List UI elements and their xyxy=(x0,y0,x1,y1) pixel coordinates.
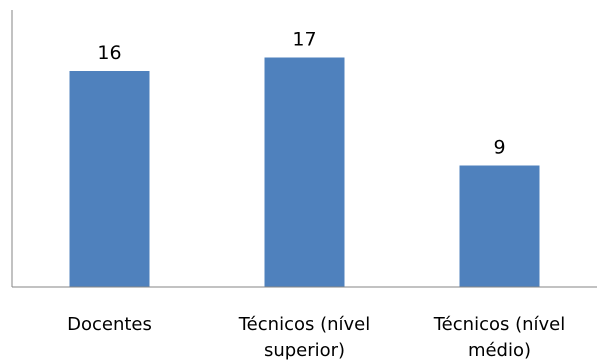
category-label-3-line-2: médio) xyxy=(468,340,531,361)
category-label-3: Técnicos (nível médio) xyxy=(433,314,565,361)
data-label-2: 17 xyxy=(292,29,316,51)
bar-2 xyxy=(264,57,345,287)
data-label-1: 16 xyxy=(97,42,121,64)
bar-1 xyxy=(69,71,150,287)
category-label-1: Docentes xyxy=(67,314,152,335)
category-label-2: Técnicos (nível superior) xyxy=(238,314,370,361)
category-label-3-line-1: Técnicos (nível xyxy=(433,314,565,335)
category-label-2-line-1: Técnicos (nível xyxy=(238,314,370,335)
data-label-3: 9 xyxy=(493,137,505,159)
category-label-1-line-1: Docentes xyxy=(67,314,152,335)
bar-3 xyxy=(459,165,540,287)
category-label-2-line-2: superior) xyxy=(264,340,345,361)
axes-group xyxy=(11,10,597,288)
data-labels-group: 16 17 9 xyxy=(97,29,505,159)
bars-group xyxy=(69,57,540,287)
category-labels-group: Docentes Técnicos (nível superior)Técnicos… xyxy=(67,314,565,361)
